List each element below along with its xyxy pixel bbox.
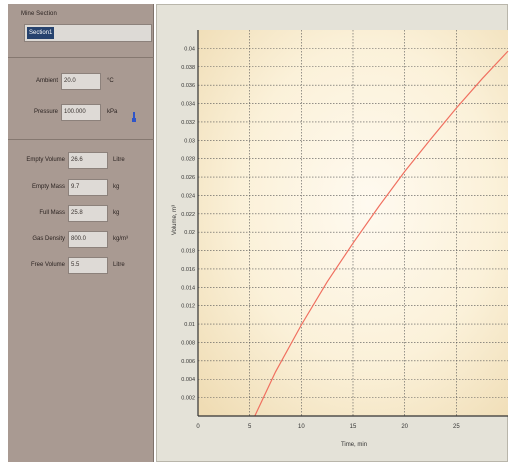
gas-density-input[interactable]: 800.0 xyxy=(68,231,108,248)
y-tick-label: 0.028 xyxy=(181,157,195,163)
divider xyxy=(8,57,154,58)
y-tick-label: 0.018 xyxy=(181,249,195,255)
y-tick-label: 0.01 xyxy=(184,322,195,328)
ambient-unit: °C xyxy=(107,78,114,84)
ambient-label: Ambient xyxy=(35,78,58,84)
y-tick-label: 0.03 xyxy=(184,138,195,144)
y-tick-label: 0.022 xyxy=(181,212,195,218)
x-tick-label: 5 xyxy=(248,424,252,430)
empty-mass-label: Empty Mass xyxy=(31,184,65,190)
x-tick-label: 0 xyxy=(196,424,200,430)
volume-time-chart: 0.002 0.004 0.006 0.008 0.01 0.012 0.014 0.016 0… xyxy=(172,30,509,448)
chart-panel: 0.002 0.004 0.006 0.008 0.01 0.012 0.014 0.016 0… xyxy=(156,4,509,462)
x-tick-label: 20 xyxy=(401,424,408,430)
empty-volume-label: Empty Volume xyxy=(26,157,65,163)
y-tick-label: 0.012 xyxy=(181,304,195,310)
full-mass-label: Full Mass xyxy=(39,210,65,216)
x-tick-label: 25 xyxy=(453,424,460,430)
y-tick-label: 0.04 xyxy=(184,46,195,52)
y-tick-label: 0.02 xyxy=(184,230,195,236)
y-tick-label: 0.006 xyxy=(181,359,195,365)
pressure-label: Pressure xyxy=(33,109,58,115)
ambient-input[interactable]: 20.0 xyxy=(61,73,101,90)
full-mass-unit: kg xyxy=(113,210,120,216)
divider xyxy=(8,139,154,140)
y-tick-label: 0.038 xyxy=(181,65,195,71)
x-tick-label: 15 xyxy=(350,424,357,430)
x-axis-title: Time, min xyxy=(341,442,367,448)
y-tick-label: 0.016 xyxy=(181,267,195,273)
free-volume-input[interactable]: 5.5 xyxy=(68,257,108,274)
empty-volume-unit: Litre xyxy=(113,157,125,163)
gas-density-label: Gas Density xyxy=(32,236,65,242)
y-tick-label: 0.032 xyxy=(181,120,195,126)
full-mass-input[interactable]: 25.8 xyxy=(68,205,108,222)
free-volume-label: Free Volume xyxy=(30,262,65,268)
gas-density-unit: kg/m³ xyxy=(113,236,128,242)
empty-mass-unit: kg xyxy=(113,184,120,190)
pressure-spin-icon[interactable] xyxy=(132,112,136,122)
x-tick-label: 10 xyxy=(298,424,305,430)
mine-section-label: Mine Section xyxy=(21,11,57,17)
y-tick-label: 0.026 xyxy=(181,175,195,181)
mine-section-value: Section1 xyxy=(27,27,55,39)
empty-volume-input[interactable]: 26.6 xyxy=(68,152,108,169)
y-tick-label: 0.008 xyxy=(181,340,195,346)
y-tick-label: 0.002 xyxy=(181,396,195,402)
y-tick-label: 0.014 xyxy=(181,285,195,291)
y-tick-label: 0.024 xyxy=(181,193,195,199)
y-tick-label: 0.036 xyxy=(181,83,195,89)
y-tick-label: 0.034 xyxy=(181,102,195,108)
pressure-unit: kPa xyxy=(107,109,118,115)
free-volume-unit: Litre xyxy=(113,262,125,268)
volume-series-line xyxy=(254,50,509,417)
mine-section-field[interactable]: Section1 xyxy=(24,24,152,42)
y-tick-label: 0.004 xyxy=(181,377,195,383)
pressure-input[interactable]: 100.000 xyxy=(61,104,101,121)
empty-mass-input[interactable]: 9.7 xyxy=(68,179,108,196)
y-axis-title: Volume, m³ xyxy=(172,205,178,235)
